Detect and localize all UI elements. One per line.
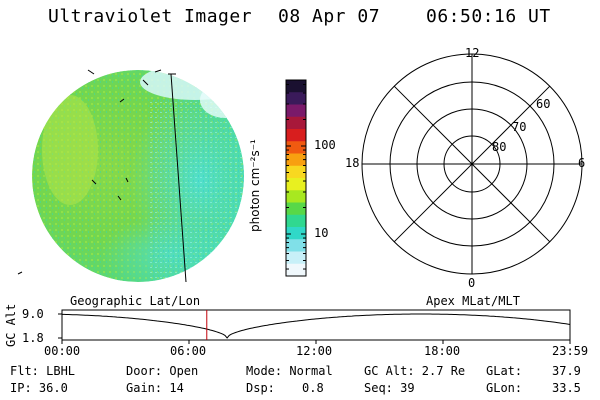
colorbar-unit-label: photon cm⁻²s⁻¹	[248, 139, 262, 232]
colorbar-segment	[286, 92, 306, 105]
mlt-label-12: 12	[465, 46, 480, 60]
colorbar-segment	[286, 202, 306, 216]
dsp-label: Dsp:	[246, 381, 275, 395]
gc-alt-info: GC Alt: 2.7 Re	[364, 364, 466, 378]
geographic-label: Geographic Lat/Lon	[70, 294, 201, 308]
colorbar-segment	[286, 80, 306, 93]
colorbar-segment	[286, 129, 306, 142]
glon-value: 33.5	[552, 381, 581, 395]
lat-label-60: 60	[536, 97, 551, 111]
lat-label-80: 80	[492, 140, 507, 154]
colorbar-segment	[286, 251, 306, 265]
date-label: 08 Apr 07	[278, 6, 381, 27]
colorbar-tick-label: 10	[314, 226, 329, 240]
colorbar-segment	[286, 227, 306, 240]
time-tick-2359: 23:59	[552, 344, 589, 358]
colorbar-segment	[286, 263, 306, 277]
mlt-label-6: 6	[578, 156, 586, 170]
colorbar-segment	[286, 190, 306, 203]
seq-info: Seq: 39	[364, 381, 415, 395]
time-tick-1800: 18:00	[424, 344, 461, 358]
filter-info: Flt: LBHL	[10, 364, 76, 378]
colorbar-segment	[286, 178, 306, 191]
alt-tick-1-8: 1.8	[22, 331, 44, 345]
colorbar-segment	[286, 104, 306, 118]
mode-info: Mode: Normal	[246, 364, 333, 378]
time-tick-1200: 12:00	[296, 344, 333, 358]
uv-image	[32, 70, 244, 282]
polar-plot	[361, 53, 583, 275]
dsp-value: 0.8	[302, 381, 324, 395]
altitude-ylabel: GC Alt	[4, 303, 18, 347]
colorbar	[286, 80, 306, 277]
mlt-label-0: 0	[468, 276, 476, 290]
terminator-line	[170, 73, 187, 283]
colorbar-segment	[286, 141, 306, 154]
colorbar-frame	[285, 79, 307, 277]
alt-tick-9: 9.0	[22, 307, 44, 321]
glon-label: GLon:	[486, 381, 523, 395]
time-tick-0600: 06:00	[170, 344, 207, 358]
image-annotations	[17, 69, 162, 275]
colorbar-segment	[286, 239, 306, 252]
glat-label: GLat:	[486, 364, 523, 378]
apex-label: Apex MLat/MLT	[426, 294, 520, 308]
ip-info: IP: 36.0	[10, 381, 68, 395]
colorbar-segment	[286, 116, 306, 130]
colorbar-tick-label: 100	[314, 138, 336, 152]
time-label: 06:50:16 UT	[426, 6, 551, 27]
door-info: Door: Open	[126, 364, 199, 378]
altitude-curve	[62, 313, 571, 339]
colorbar-segment	[286, 153, 306, 167]
glat-value: 37.9	[552, 364, 581, 378]
time-tick-0000: 00:00	[44, 344, 81, 358]
lat-label-70: 70	[512, 120, 527, 134]
gain-info: Gain: 14	[126, 381, 184, 395]
instrument-title: Ultraviolet Imager	[48, 6, 253, 27]
altitude-plot-frame	[61, 309, 571, 341]
altitude-x-ticks	[61, 340, 571, 344]
colorbar-ticks	[286, 83, 306, 270]
colorbar-segment	[286, 214, 306, 228]
mlt-label-18: 18	[345, 156, 360, 170]
colorbar-segment	[286, 165, 306, 179]
